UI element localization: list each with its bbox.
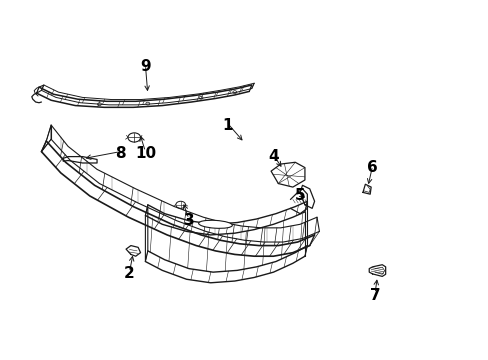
Text: 7: 7 <box>369 288 380 303</box>
Text: 10: 10 <box>135 146 156 161</box>
Text: 2: 2 <box>124 266 135 282</box>
Text: 8: 8 <box>115 146 125 161</box>
Text: 1: 1 <box>222 118 232 132</box>
Text: 9: 9 <box>140 59 150 74</box>
Text: 6: 6 <box>366 160 377 175</box>
Text: 5: 5 <box>294 188 305 203</box>
Ellipse shape <box>198 220 232 228</box>
Text: 3: 3 <box>183 213 194 228</box>
Text: 4: 4 <box>267 149 278 165</box>
